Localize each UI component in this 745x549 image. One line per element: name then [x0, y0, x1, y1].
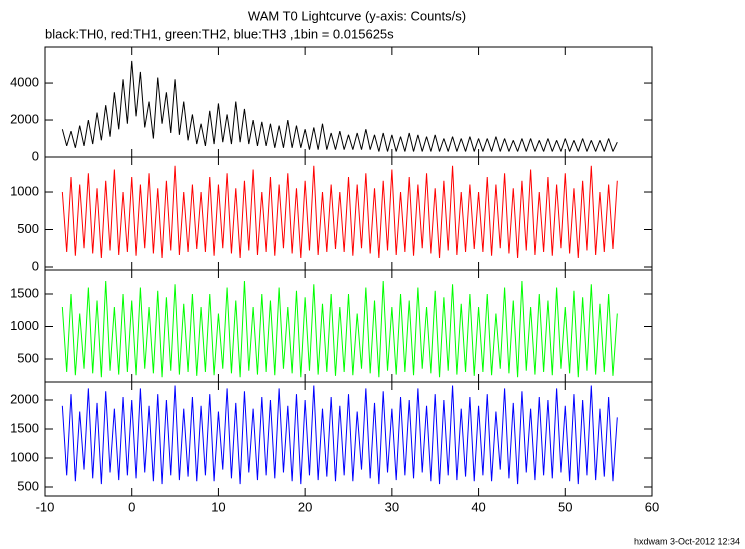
chart-subtitle: black:TH0, red:TH1, green:TH2, blue:TH3 … [45, 26, 394, 41]
chart-title: WAM T0 Lightcurve (y-axis: Counts/s) [248, 8, 466, 23]
x-tick-label: 30 [385, 499, 399, 514]
x-tick-label: 50 [558, 499, 572, 514]
y-tick-label: 1000 [10, 318, 39, 333]
y-tick-label: 1000 [10, 183, 39, 198]
series-line [61, 385, 618, 485]
x-tick-label: 0 [128, 499, 135, 514]
panel-frame [44, 46, 653, 158]
x-tick-label: 10 [211, 499, 225, 514]
x-tick-label: 20 [298, 499, 312, 514]
footer-note: hxdwam 3-Oct-2012 12:34 [634, 536, 740, 546]
x-tick-label: -10 [36, 499, 55, 514]
panel-frame [44, 381, 653, 497]
series-line [61, 280, 618, 378]
y-tick-label: 500 [17, 478, 39, 493]
y-tick-label: 0 [32, 148, 39, 163]
y-tick-label: 2000 [10, 391, 39, 406]
y-tick-label: 500 [17, 350, 39, 365]
series-line [61, 60, 618, 152]
y-tick-label: 4000 [10, 74, 39, 89]
y-tick-label: 2000 [10, 111, 39, 126]
y-tick-label: 0 [32, 258, 39, 273]
x-tick-label: 60 [645, 499, 659, 514]
y-tick-label: 500 [17, 221, 39, 236]
y-tick-label: 1500 [10, 285, 39, 300]
x-tick-label: 40 [471, 499, 485, 514]
y-tick-label: 1500 [10, 420, 39, 435]
y-tick-label: 1000 [10, 449, 39, 464]
series-line [61, 165, 618, 259]
